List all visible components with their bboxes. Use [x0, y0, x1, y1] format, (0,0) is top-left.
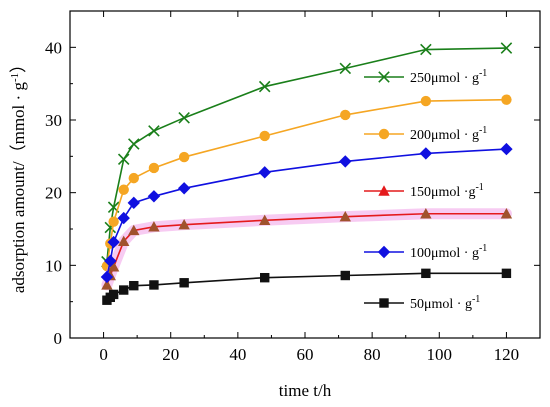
- data-point: [107, 235, 120, 249]
- y-tick-label: 10: [45, 256, 62, 275]
- data-point: [419, 147, 433, 160]
- data-point: [258, 80, 271, 93]
- data-point: [178, 151, 190, 163]
- legend-label-superscript: -1: [475, 182, 483, 193]
- data-point: [339, 62, 352, 75]
- data-point: [119, 285, 129, 295]
- data-point: [500, 208, 513, 219]
- legend-label: 100μmol · g-1: [410, 243, 487, 261]
- legend-marker: [378, 71, 390, 83]
- y-axis-title: adsorption amount/（mmol · g-1）: [9, 56, 28, 293]
- y-tick-label: 20: [45, 184, 62, 203]
- series-1: [101, 94, 512, 272]
- legend-label: 150μmol ·g-1: [410, 182, 484, 200]
- data-point: [117, 153, 130, 166]
- series-0: [101, 42, 513, 268]
- legend-label-main: 50μmol · g: [410, 297, 472, 312]
- legend-label: 200μmol · g-1: [410, 125, 487, 143]
- data-point: [148, 162, 160, 174]
- legend-label: 50μmol · g-1: [410, 294, 480, 312]
- data-point: [147, 190, 161, 203]
- data-point: [117, 211, 130, 225]
- legend-marker: [377, 245, 391, 259]
- series-3: [100, 142, 513, 284]
- axes: 0 20 40 60 80 100 120 0 10 20 30 40: [45, 10, 541, 364]
- data-point: [128, 172, 139, 184]
- y-axis-title-end: ）: [9, 56, 28, 73]
- data-point: [339, 210, 351, 222]
- data-point: [118, 235, 130, 247]
- data-point: [127, 196, 140, 210]
- legend-label-main: 100μmol · g: [410, 246, 479, 261]
- data-point: [500, 42, 513, 54]
- data-point: [178, 112, 190, 124]
- data-point: [420, 95, 432, 107]
- legend-label-main: 150μmol ·g: [410, 185, 475, 200]
- legend-entry-3: 100μmol · g-1: [364, 243, 487, 261]
- data-point: [259, 214, 271, 225]
- legend-entry-2: 150μmol ·g-1: [364, 182, 484, 200]
- data-point: [420, 43, 432, 56]
- data-point: [420, 208, 432, 219]
- legend-label-main: 250μmol · g: [410, 71, 479, 86]
- data-point: [421, 268, 431, 279]
- data-point: [108, 216, 119, 227]
- data-point: [128, 224, 140, 236]
- legend-marker: [378, 185, 390, 196]
- data-point: [118, 184, 129, 195]
- legend-label-superscript: -1: [479, 125, 487, 136]
- data-point: [501, 268, 512, 279]
- x-tick-label: 120: [494, 345, 520, 364]
- legend-label-superscript: -1: [472, 294, 480, 305]
- data-point: [178, 218, 190, 230]
- data-point: [100, 270, 114, 284]
- y-tick-label: 0: [54, 329, 63, 348]
- legend-entry-0: 250μmol · g-1: [364, 68, 487, 86]
- x-tick-label: 0: [99, 345, 108, 364]
- data-point: [107, 261, 120, 272]
- legend-label: 250μmol · g-1: [410, 68, 487, 86]
- y-tick-label: 40: [45, 38, 62, 57]
- series-4: [102, 268, 512, 305]
- data-point: [177, 182, 191, 195]
- data-point: [500, 142, 513, 156]
- legend-label-main: 200μmol · g: [410, 128, 479, 143]
- legend-label-superscript: -1: [479, 243, 487, 254]
- y-tick-label: 30: [45, 111, 62, 130]
- legend-label-superscript: -1: [479, 68, 487, 79]
- data-point: [108, 289, 119, 300]
- legend-entry-1: 200μmol · g-1: [364, 125, 487, 143]
- x-tick-label: 80: [364, 345, 381, 364]
- data-point: [149, 280, 159, 290]
- plot-area: [100, 42, 513, 305]
- series-2: [101, 208, 513, 291]
- data-point: [148, 221, 160, 232]
- data-point: [101, 279, 113, 290]
- data-point: [260, 272, 270, 283]
- data-point: [340, 270, 350, 281]
- data-point: [501, 94, 512, 105]
- data-point: [179, 278, 189, 288]
- x-tick-label: 60: [297, 345, 314, 364]
- legend-marker: [378, 128, 390, 140]
- data-point: [340, 109, 351, 121]
- y-axis-title-main: adsorption amount/（mmol · g: [9, 82, 28, 294]
- x-tick-label: 20: [162, 345, 179, 364]
- legend-marker: [379, 298, 389, 308]
- legend-entry-4: 50μmol · g-1: [364, 294, 480, 312]
- data-point: [129, 280, 139, 291]
- data-point: [339, 155, 352, 168]
- y-axis-title-superscript: -1: [9, 73, 21, 82]
- data-point: [148, 125, 160, 137]
- data-point: [104, 254, 117, 268]
- x-tick-label: 100: [427, 345, 453, 364]
- x-axis-title: time t/h: [279, 381, 332, 400]
- data-point: [259, 130, 270, 142]
- data-point: [128, 138, 140, 150]
- x-tick-label: 40: [229, 345, 246, 364]
- data-point: [258, 166, 271, 179]
